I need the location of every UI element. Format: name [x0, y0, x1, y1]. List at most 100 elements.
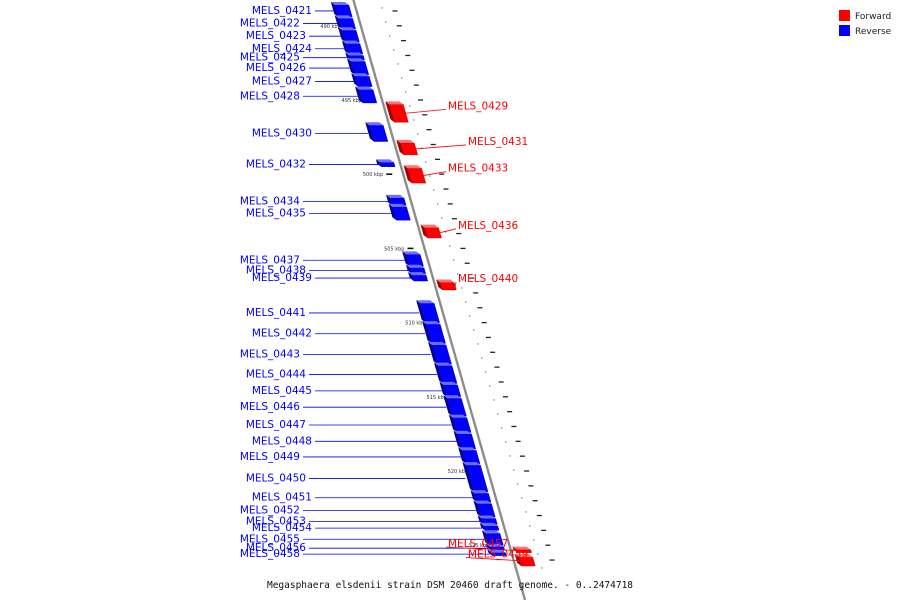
tick-label: 520 kbp: [448, 469, 468, 475]
gene-label[interactable]: MELS_0459: [468, 549, 528, 561]
gene-side-face: [355, 86, 363, 103]
gene-label[interactable]: MELS_0442: [252, 328, 312, 340]
gene-side-face: [338, 27, 346, 43]
gene-mels-0441[interactable]: [416, 300, 440, 323]
gene-mels-0432[interactable]: [375, 159, 396, 167]
gene-mels-0450[interactable]: [462, 462, 489, 492]
gene-mels-0436[interactable]: [420, 224, 442, 239]
gene-mels-0427[interactable]: [351, 73, 373, 87]
gene-label[interactable]: MELS_0427: [252, 75, 312, 87]
gene-mels-0448[interactable]: [453, 430, 477, 449]
gene-mels-0439[interactable]: [408, 272, 429, 282]
gene-label[interactable]: MELS_0423: [246, 30, 306, 42]
gene-label[interactable]: MELS_0444: [246, 369, 306, 381]
gene-label[interactable]: MELS_0456: [246, 542, 306, 554]
callout-line: [404, 108, 447, 114]
gene-mels-0449[interactable]: [458, 447, 481, 464]
gene-body: [379, 162, 396, 167]
gene-label[interactable]: MELS_0431: [468, 136, 528, 148]
gene-mels-0426[interactable]: [346, 58, 370, 75]
guide-dot: [505, 441, 507, 443]
gene-mels-0433[interactable]: [403, 165, 427, 184]
gene-label[interactable]: MELS_0453: [246, 515, 306, 527]
gene-label[interactable]: MELS_0438: [246, 265, 306, 277]
gene-label[interactable]: MELS_0426: [246, 62, 306, 74]
gene-mels-0428[interactable]: [355, 86, 378, 104]
gene-label[interactable]: MELS_0429: [448, 100, 508, 112]
gene-label[interactable]: MELS_0430: [252, 127, 312, 139]
gene-mels-0455[interactable]: [481, 530, 504, 546]
gene-mels-0423[interactable]: [338, 27, 360, 43]
gene-label[interactable]: MELS_0436: [458, 220, 518, 232]
gene-label[interactable]: MELS_0437: [240, 254, 300, 266]
gene-label[interactable]: MELS_0450: [246, 472, 306, 484]
gene-label[interactable]: MELS_0421: [252, 5, 312, 17]
gene-mels-0440[interactable]: [436, 279, 457, 291]
gene-side-face: [512, 546, 518, 553]
gene-label[interactable]: MELS_0443: [240, 349, 300, 361]
gene-label[interactable]: MELS_0439: [252, 272, 312, 284]
gene-mels-0444[interactable]: [433, 362, 458, 384]
gene-top-face: [355, 86, 374, 90]
gene-mels-0424[interactable]: [341, 40, 364, 55]
gene-label[interactable]: MELS_0435: [246, 208, 306, 220]
gene-mels-0451[interactable]: [470, 490, 492, 503]
gene-mels-0434[interactable]: [386, 194, 407, 206]
gene-label[interactable]: MELS_0445: [252, 385, 312, 397]
gene-mels-0430[interactable]: [365, 122, 389, 142]
gene-label[interactable]: MELS_0447: [246, 419, 306, 431]
gene-label[interactable]: MELS_0455: [240, 533, 300, 545]
gene-mels-0456[interactable]: [485, 543, 505, 550]
guide-dot: [441, 217, 443, 219]
gene-label[interactable]: MELS_0425: [240, 52, 300, 64]
gene-label[interactable]: MELS_0433: [448, 163, 508, 175]
tick-label: 525 kbp: [469, 543, 489, 549]
gene-mels-0443[interactable]: [428, 341, 452, 365]
gene-mels-0446[interactable]: [443, 395, 467, 417]
gene-mels-0452[interactable]: [473, 500, 496, 518]
gene-label[interactable]: MELS_0448: [252, 435, 312, 447]
gene-label[interactable]: MELS_0434: [240, 196, 300, 208]
gene-label[interactable]: MELS_0441: [246, 307, 306, 319]
tick-label: 500 kbp: [363, 172, 383, 178]
gene-side-face: [346, 58, 355, 75]
guide-dot: [465, 301, 467, 303]
gene-label[interactable]: MELS_0446: [240, 401, 300, 413]
gene-mels-0454[interactable]: [479, 522, 500, 531]
gene-label[interactable]: MELS_0440: [458, 273, 518, 285]
guide-dot: [529, 525, 531, 527]
gene-side-face: [403, 165, 412, 184]
gene-mels-0422[interactable]: [334, 15, 356, 29]
gene-mels-0447[interactable]: [448, 414, 472, 433]
guide-dot: [405, 91, 407, 93]
gene-top-face: [458, 447, 477, 451]
gene-mels-0437[interactable]: [402, 251, 424, 267]
gene-top-face: [479, 522, 498, 526]
gene-label[interactable]: MELS_0451: [252, 492, 312, 504]
gene-side-face: [462, 462, 475, 492]
tick-label: 495 kbp: [342, 98, 362, 104]
gene-mels-0431[interactable]: [396, 140, 418, 156]
gene-side-face: [385, 101, 395, 123]
guide-dot: [461, 287, 463, 289]
gene-mels-0435[interactable]: [388, 203, 411, 221]
gene-label[interactable]: MELS_0424: [252, 43, 312, 55]
gene-label[interactable]: MELS_0449: [240, 451, 300, 463]
gene-mels-0442[interactable]: [422, 321, 446, 344]
gene-mels-0445[interactable]: [439, 381, 462, 398]
gene-mels-0429[interactable]: [385, 101, 409, 123]
gene-label[interactable]: MELS_0452: [240, 504, 300, 516]
gene-mels-0421[interactable]: [330, 2, 353, 18]
guide-dot: [385, 21, 387, 23]
gene-side-face: [458, 447, 466, 464]
gene-label[interactable]: MELS_0422: [240, 18, 300, 30]
gene-top-face: [351, 73, 370, 77]
gene-mels-0458[interactable]: [487, 549, 507, 556]
gene-side-face: [473, 500, 482, 518]
gene-label[interactable]: MELS_0457: [448, 538, 508, 550]
gene-mels-0459[interactable]: [514, 554, 536, 567]
gene-label[interactable]: MELS_0428: [240, 90, 300, 102]
gene-label[interactable]: MELS_0454: [252, 522, 312, 534]
gene-label[interactable]: MELS_0458: [240, 548, 300, 560]
gene-label[interactable]: MELS_0432: [246, 159, 306, 171]
